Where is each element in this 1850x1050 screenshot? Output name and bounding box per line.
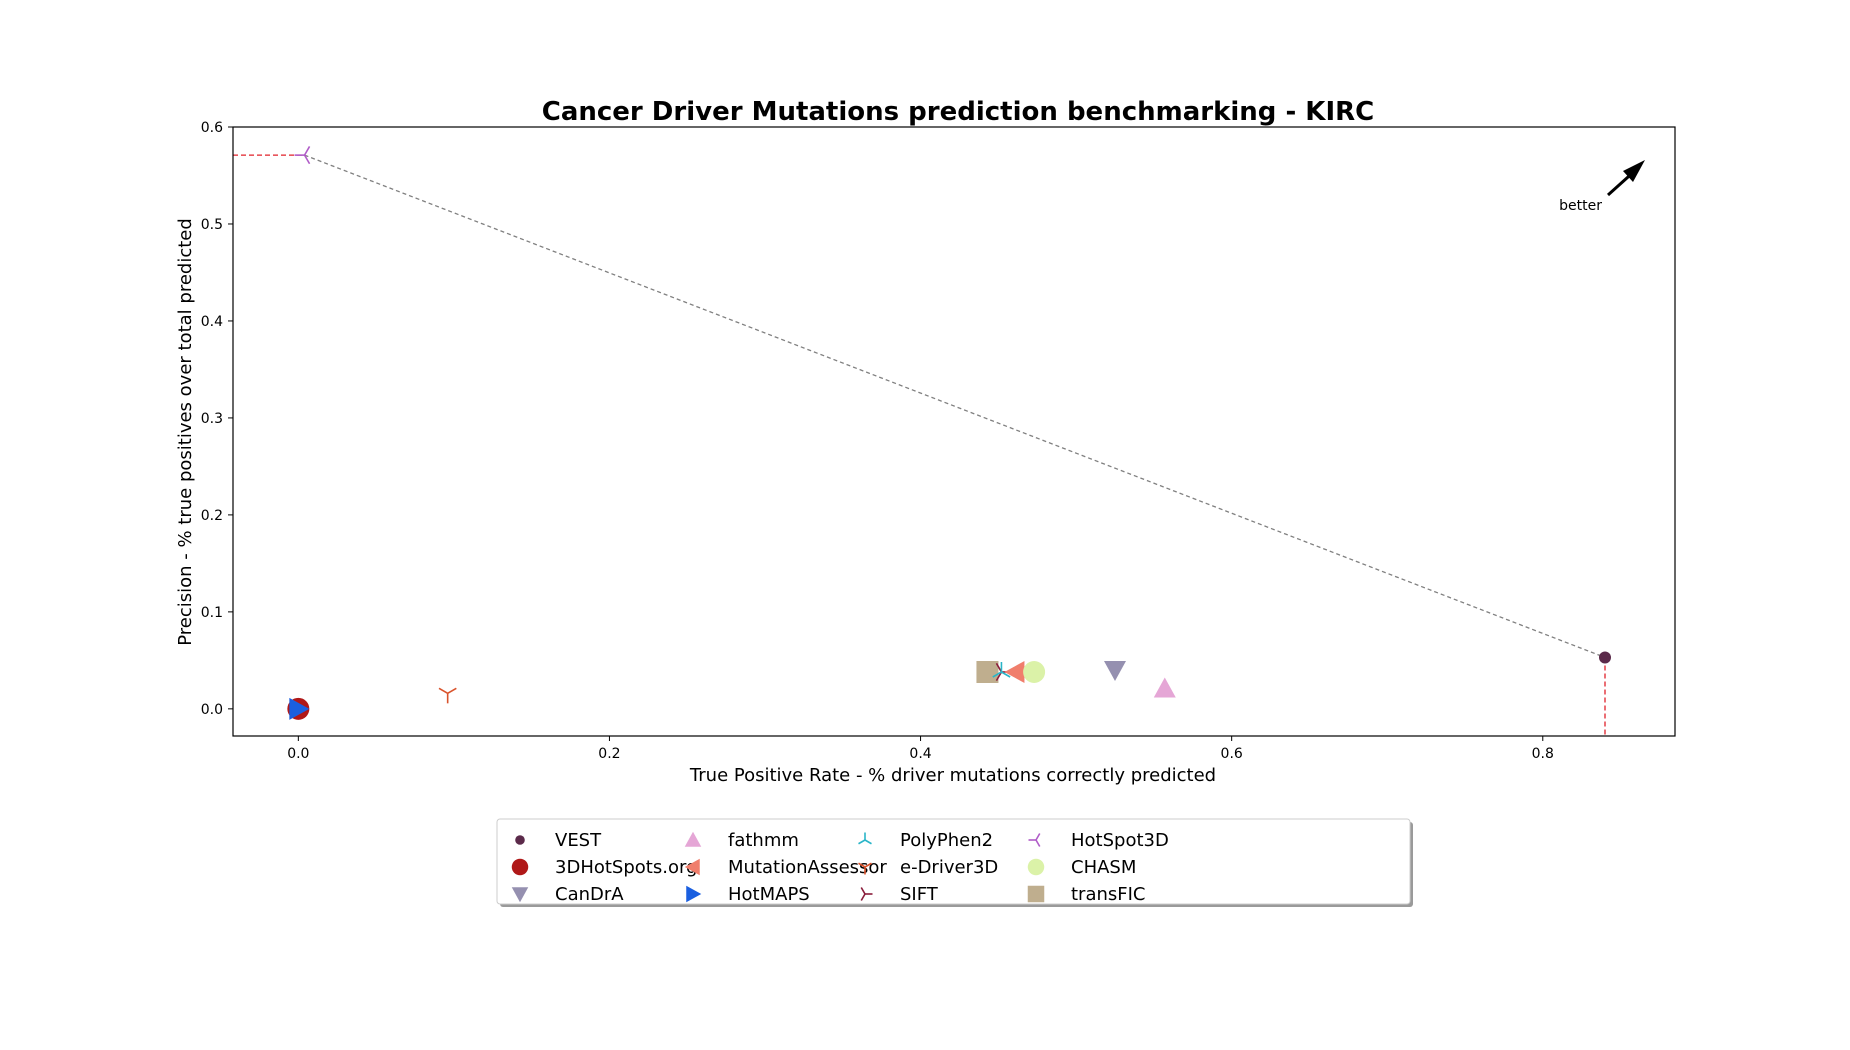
pareto-frontier (233, 154, 1606, 736)
legend-marker-e-driver3d (858, 862, 872, 875)
point-mutationassessor (1004, 660, 1025, 683)
legend-marker-sift (860, 887, 873, 901)
point-hotmaps (289, 697, 310, 720)
y-axis: 0.0 0.1 0.2 0.3 0.4 0.5 0.6 (201, 120, 233, 718)
legend-marker-hotmaps (686, 885, 702, 903)
y-tick-label: 0.1 (201, 605, 223, 621)
y-tick-label: 0.6 (201, 120, 223, 136)
legend-label: CHASM (1071, 857, 1136, 878)
point-chasm (1023, 660, 1046, 683)
point-e-driver3d (438, 687, 457, 704)
legend-item-chasm: CHASM (1027, 857, 1136, 878)
legend-label: HotMAPS (728, 884, 810, 905)
y-axis-label: Precision - % true positives over total … (175, 218, 196, 646)
point-candra (1104, 661, 1126, 682)
legend-marker-vest (515, 835, 525, 845)
y-tick-label: 0.4 (201, 314, 223, 330)
plot-area (232, 126, 1676, 737)
point-fathmm (1153, 677, 1176, 698)
legend-marker-candra (511, 887, 529, 903)
y-tick-label: 0.5 (201, 217, 223, 233)
x-tick-label: 0.4 (909, 746, 931, 762)
x-axis: 0.0 0.2 0.4 0.6 0.8 (287, 736, 1554, 762)
x-tick-label: 0.2 (598, 746, 620, 762)
data-points (287, 146, 1611, 720)
legend-label: 3DHotSpots.org (555, 857, 697, 878)
legend-item-3dhotspots-org: 3DHotSpots.org (511, 857, 697, 878)
y-tick-label: 0.2 (201, 508, 223, 524)
legend-label: fathmm (728, 830, 799, 851)
legend-item-mutationassessor: MutationAssessor (684, 857, 887, 878)
chart-title: Cancer Driver Mutations prediction bench… (542, 97, 1374, 127)
legend-item-fathmm: fathmm (684, 830, 799, 851)
legend-label: SIFT (900, 884, 939, 905)
legend-item-e-driver3d: e-Driver3D (858, 857, 998, 878)
point-vest (1599, 651, 1611, 664)
legend-marker-fathmm (684, 831, 702, 847)
legend-item-candra: CanDrA (511, 884, 624, 905)
legend-label: MutationAssessor (728, 857, 887, 878)
legend-marker-transfic (1027, 885, 1045, 903)
legend-marker-chasm (1027, 858, 1045, 876)
legend-label: transFIC (1071, 884, 1146, 905)
legend-item-transfic: transFIC (1027, 884, 1146, 905)
frontier-line (304, 154, 1606, 659)
legend-label: PolyPhen2 (900, 830, 993, 851)
x-tick-label: 0.8 (1532, 746, 1554, 762)
legend-box (496, 818, 1411, 905)
x-axis-label: True Positive Rate - % driver mutations … (689, 765, 1216, 786)
legend: VEST 3DHotSpots.org CanDrA fathmm MutationAs… (496, 818, 1413, 907)
x-tick-label: 0.6 (1221, 746, 1243, 762)
y-tick-label: 0.0 (201, 702, 223, 718)
legend-item-polyphen2: PolyPhen2 (858, 830, 993, 851)
point-hotspot3d (294, 146, 311, 165)
legend-marker-hotspot3d (1028, 833, 1041, 847)
legend-item-sift: SIFT (860, 884, 939, 905)
legend-marker-mutationassessor (684, 858, 700, 876)
x-tick-label: 0.0 (287, 746, 309, 762)
y-tick-label: 0.3 (201, 411, 223, 427)
point-polyphen2 (992, 661, 1011, 678)
legend-item-hotmaps: HotMAPS (686, 884, 810, 905)
legend-label: CanDrA (555, 884, 624, 905)
better-annotation: better (1559, 160, 1645, 214)
better-label: better (1559, 198, 1602, 214)
legend-item-hotspot3d: HotSpot3D (1028, 830, 1169, 851)
legend-label: e-Driver3D (900, 857, 998, 878)
point-transfic (976, 660, 999, 683)
legend-marker-3dhotspots-org (511, 858, 529, 876)
legend-label: HotSpot3D (1071, 830, 1169, 851)
better-arrow-icon (1623, 160, 1645, 182)
legend-label: VEST (555, 830, 602, 851)
legend-item-vest: VEST (515, 830, 602, 851)
legend-marker-polyphen2 (858, 832, 872, 845)
